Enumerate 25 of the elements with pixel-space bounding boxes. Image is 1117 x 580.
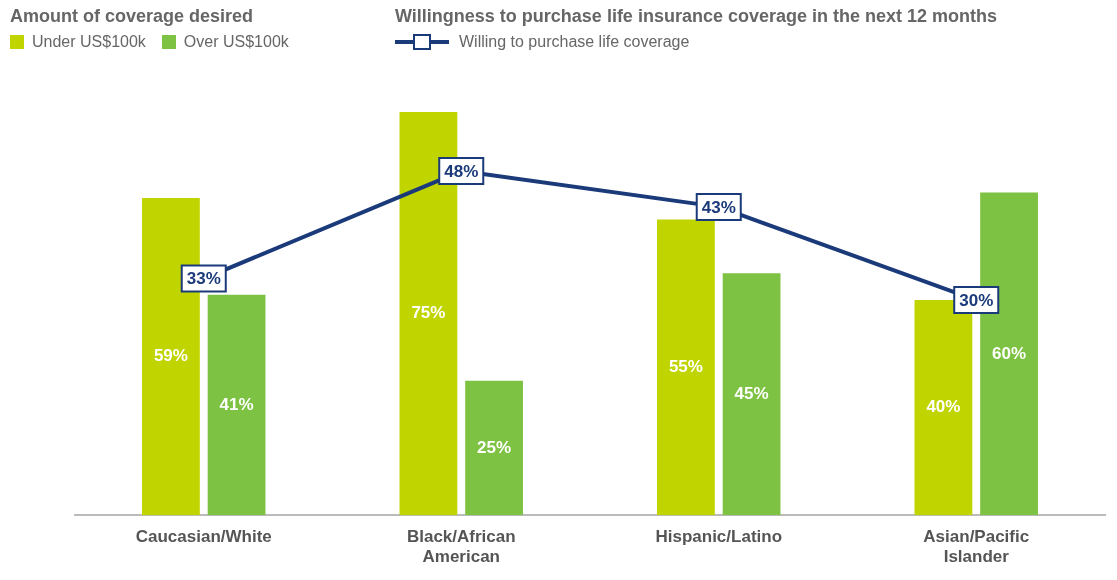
data-label: 75% [411, 303, 446, 323]
x-tick-label: Asian/Pacific Islander [923, 527, 1030, 567]
x-tick-label: Black/African American [406, 527, 516, 567]
bar [722, 273, 781, 516]
bar [657, 219, 715, 516]
legend-label: Willing to purchase life coverage [459, 33, 690, 51]
data-label: 40% [926, 397, 961, 417]
data-label: 25% [477, 437, 512, 457]
data-label: 60% [992, 343, 1027, 363]
data-label: 45% [734, 383, 769, 403]
x-tick-label: Hispanic/Latino [655, 527, 783, 547]
x-tick-label: Caucasian/White [135, 527, 272, 547]
data-label: 48% [444, 161, 479, 181]
data-label: 55% [668, 357, 703, 377]
legend-title: Amount of coverage desired [10, 6, 255, 27]
data-label: 41% [219, 394, 254, 414]
chart-title: Willingness to purchase life insurance coverage in the next 12 months [395, 6, 997, 27]
legend-label: Under US$100k [32, 33, 146, 51]
data-label: 30% [959, 290, 994, 310]
bar [465, 380, 523, 516]
data-label: 43% [701, 197, 736, 217]
legend-label: Over US$100k [183, 33, 289, 51]
data-label: 33% [186, 269, 221, 289]
bar [207, 294, 266, 516]
data-label: 59% [153, 346, 188, 366]
